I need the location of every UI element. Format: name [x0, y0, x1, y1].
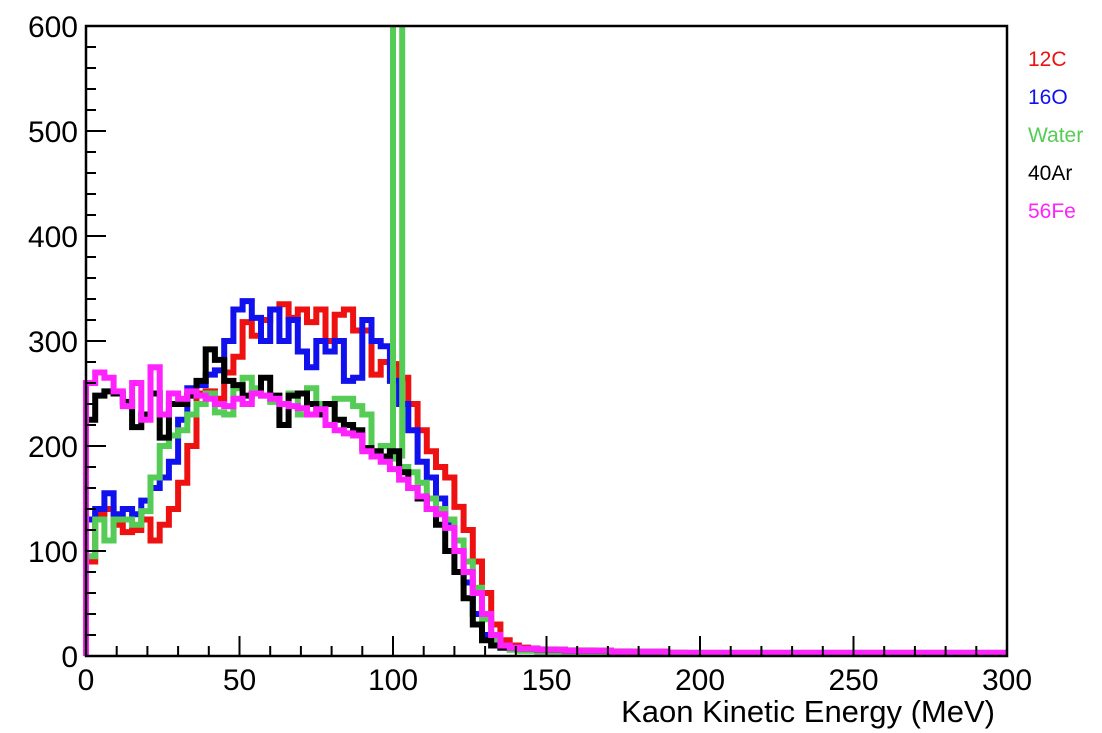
series-line-56fe: [83, 364, 1007, 656]
legend: 12C 16O Water 40Ar 56Fe: [1028, 48, 1083, 223]
y-tick-label: 300: [28, 326, 78, 359]
legend-entry-40ar: 40Ar: [1028, 162, 1072, 185]
y-tick-label: 400: [28, 221, 78, 254]
x-tick-label: 250: [828, 664, 878, 697]
y-tick-label: 200: [28, 431, 78, 464]
x-axis-title: Kaon Kinetic Energy (MeV): [621, 694, 995, 729]
x-tick-label: 100: [368, 664, 418, 697]
x-tick-label: 150: [521, 664, 571, 697]
y-tick-label: 0: [61, 641, 78, 674]
series-spike-water: [390, 26, 406, 459]
legend-entry-water: Water: [1028, 124, 1083, 147]
y-tick-label: 600: [28, 11, 78, 44]
legend-entry-16o: 16O: [1028, 86, 1068, 109]
x-tick-label: 50: [223, 664, 256, 697]
axes-layer: [84, 24, 1009, 658]
legend-entry-12c: 12C: [1028, 48, 1067, 71]
y-tick-label: 100: [28, 536, 78, 569]
x-tick-label: 200: [675, 664, 725, 697]
x-tick-label: 300: [982, 664, 1032, 697]
series-layer: [83, 26, 1007, 657]
x-tick-label: 0: [78, 664, 95, 697]
labels-layer: 0 50 100 150 200 250 300 0 100 200 300 400 500 600: [28, 11, 1032, 697]
legend-entry-56fe: 56Fe: [1028, 200, 1076, 223]
y-tick-label: 500: [28, 116, 78, 149]
